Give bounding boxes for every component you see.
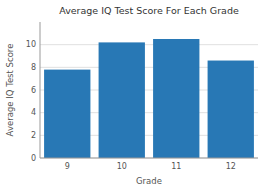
bar [153,39,199,158]
y-tick-label: 8 [31,63,36,72]
grid-line [40,44,258,45]
y-tick-label: 10 [26,40,36,49]
bars [44,39,254,158]
x-tick-label: 12 [226,162,236,171]
y-axis-line [40,22,41,158]
grid-line [40,158,258,159]
y-tick-label: 6 [31,86,36,95]
x-axis-line [40,158,258,159]
y-tick-label: 4 [31,108,36,117]
bar [44,70,90,158]
y-tick-label: 0 [31,154,36,163]
x-tick-label: 9 [65,162,70,171]
y-tick-label: 2 [31,131,36,140]
bar [208,61,254,158]
chart: 0 2 4 6 8 10 9 10 11 12 Average IQ Test Score For … [0,0,266,190]
y-axis-label: Average IQ Test Score [5,44,15,137]
bar [99,42,145,158]
x-tick-label: 10 [117,162,127,171]
x-axis-label: Grade [136,176,162,186]
title: Average IQ Test Score For Each Grade [59,5,239,16]
x-tick-label: 11 [171,162,181,171]
y-grid [40,45,258,158]
